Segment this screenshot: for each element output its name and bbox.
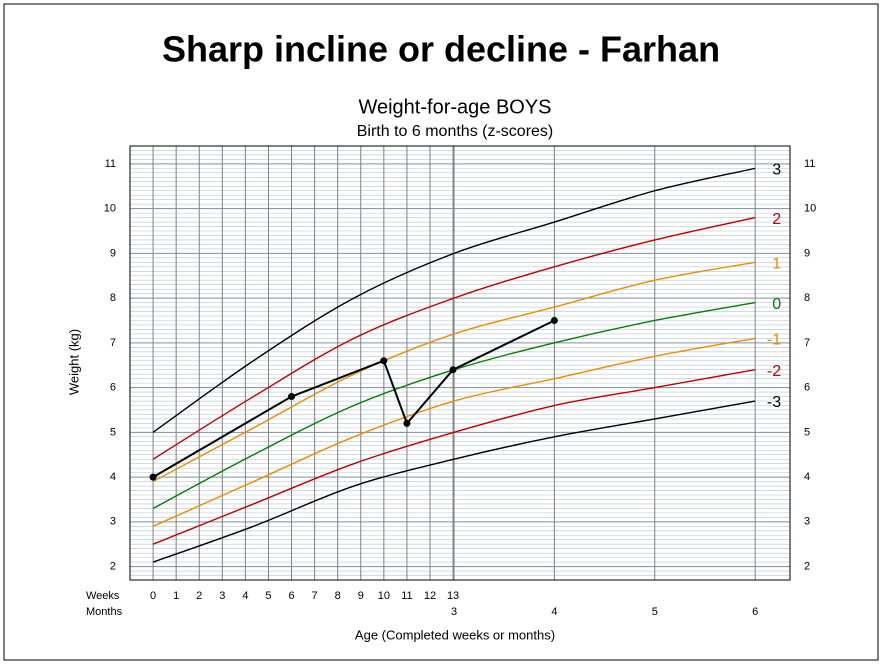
plot-border: [129, 145, 791, 581]
z-score-label: 1: [772, 256, 781, 273]
z-score-line: [152, 167, 756, 433]
y2-tick-label: 5: [804, 426, 810, 438]
y2-tick-label: 4: [804, 471, 810, 483]
y-axis-label: Weight (kg): [66, 329, 81, 395]
x-tick-label: 0: [150, 590, 156, 602]
plot-area: [130, 146, 790, 580]
z-score-label: 2: [772, 211, 781, 228]
y-tick-label: 8: [110, 292, 116, 304]
x-tick-label: 5: [265, 590, 271, 602]
y2-tick-label: 10: [804, 203, 816, 215]
x-tick-label: 11: [401, 590, 412, 602]
y2-tick-label: 2: [804, 560, 810, 572]
y2-tick-label: 7: [804, 337, 810, 349]
months-row-label: Months: [86, 606, 123, 618]
month-tick-label: 3: [451, 606, 457, 618]
x-tick-label: 9: [358, 590, 364, 602]
child-point: [449, 366, 457, 374]
z-score-line: [152, 369, 756, 545]
x-tick-label: 7: [312, 590, 318, 602]
z-score-line: [152, 261, 756, 483]
child-point: [550, 316, 558, 324]
y-tick-label: 4: [110, 471, 116, 483]
y-tick-label: 9: [110, 247, 116, 259]
y-tick-label: 10: [104, 203, 116, 215]
z-score-label: -1: [767, 332, 781, 349]
slide-border: [3, 3, 879, 661]
y-tick-label: 11: [105, 158, 116, 170]
z-score-label: 0: [772, 296, 781, 313]
y2-tick-label: 6: [804, 382, 810, 394]
z-score-label: -3: [767, 394, 781, 411]
y2-tick-label: 9: [804, 247, 810, 259]
x-tick-label: 4: [242, 590, 248, 602]
y-tick-label: 6: [110, 382, 116, 394]
x-tick-label: 8: [335, 590, 341, 602]
y-tick-label: 3: [110, 516, 116, 528]
y2-tick-label: 8: [804, 292, 810, 304]
x-tick-label: 1: [173, 590, 179, 602]
weeks-row-label: Weeks: [86, 590, 120, 602]
chart-title: Weight-for-age BOYS: [358, 96, 551, 118]
child-point: [403, 419, 411, 427]
x-tick-label: 13: [447, 590, 459, 602]
z-score-line: [152, 337, 756, 527]
y-tick-label: 5: [110, 426, 116, 438]
y-tick-label: 7: [110, 337, 116, 349]
x-tick-label: 2: [196, 590, 202, 602]
z-score-line: [152, 400, 756, 563]
x-tick-label: 6: [288, 590, 294, 602]
y-tick-label: 2: [110, 560, 116, 572]
month-tick-label: 4: [551, 606, 557, 618]
month-tick-label: 6: [752, 606, 758, 618]
child-point: [380, 357, 388, 365]
x-axis-label: Age (Completed weeks or months): [355, 627, 555, 642]
child-line: [152, 319, 555, 478]
y2-tick-label: 11: [804, 158, 815, 170]
month-tick-label: 5: [652, 606, 658, 618]
chart-subtitle: Birth to 6 months (z-scores): [357, 123, 554, 140]
x-tick-label: 12: [424, 590, 436, 602]
x-tick-label: 10: [378, 590, 390, 602]
y2-tick-label: 3: [804, 516, 810, 528]
z-score-label: 3: [772, 162, 781, 179]
page-title: Sharp incline or decline - Farhan: [162, 29, 720, 70]
x-tick-label: 3: [219, 590, 225, 602]
z-score-line: [152, 216, 756, 460]
z-score-label: -2: [767, 363, 781, 380]
child-point: [149, 473, 157, 481]
child-point: [288, 393, 296, 401]
